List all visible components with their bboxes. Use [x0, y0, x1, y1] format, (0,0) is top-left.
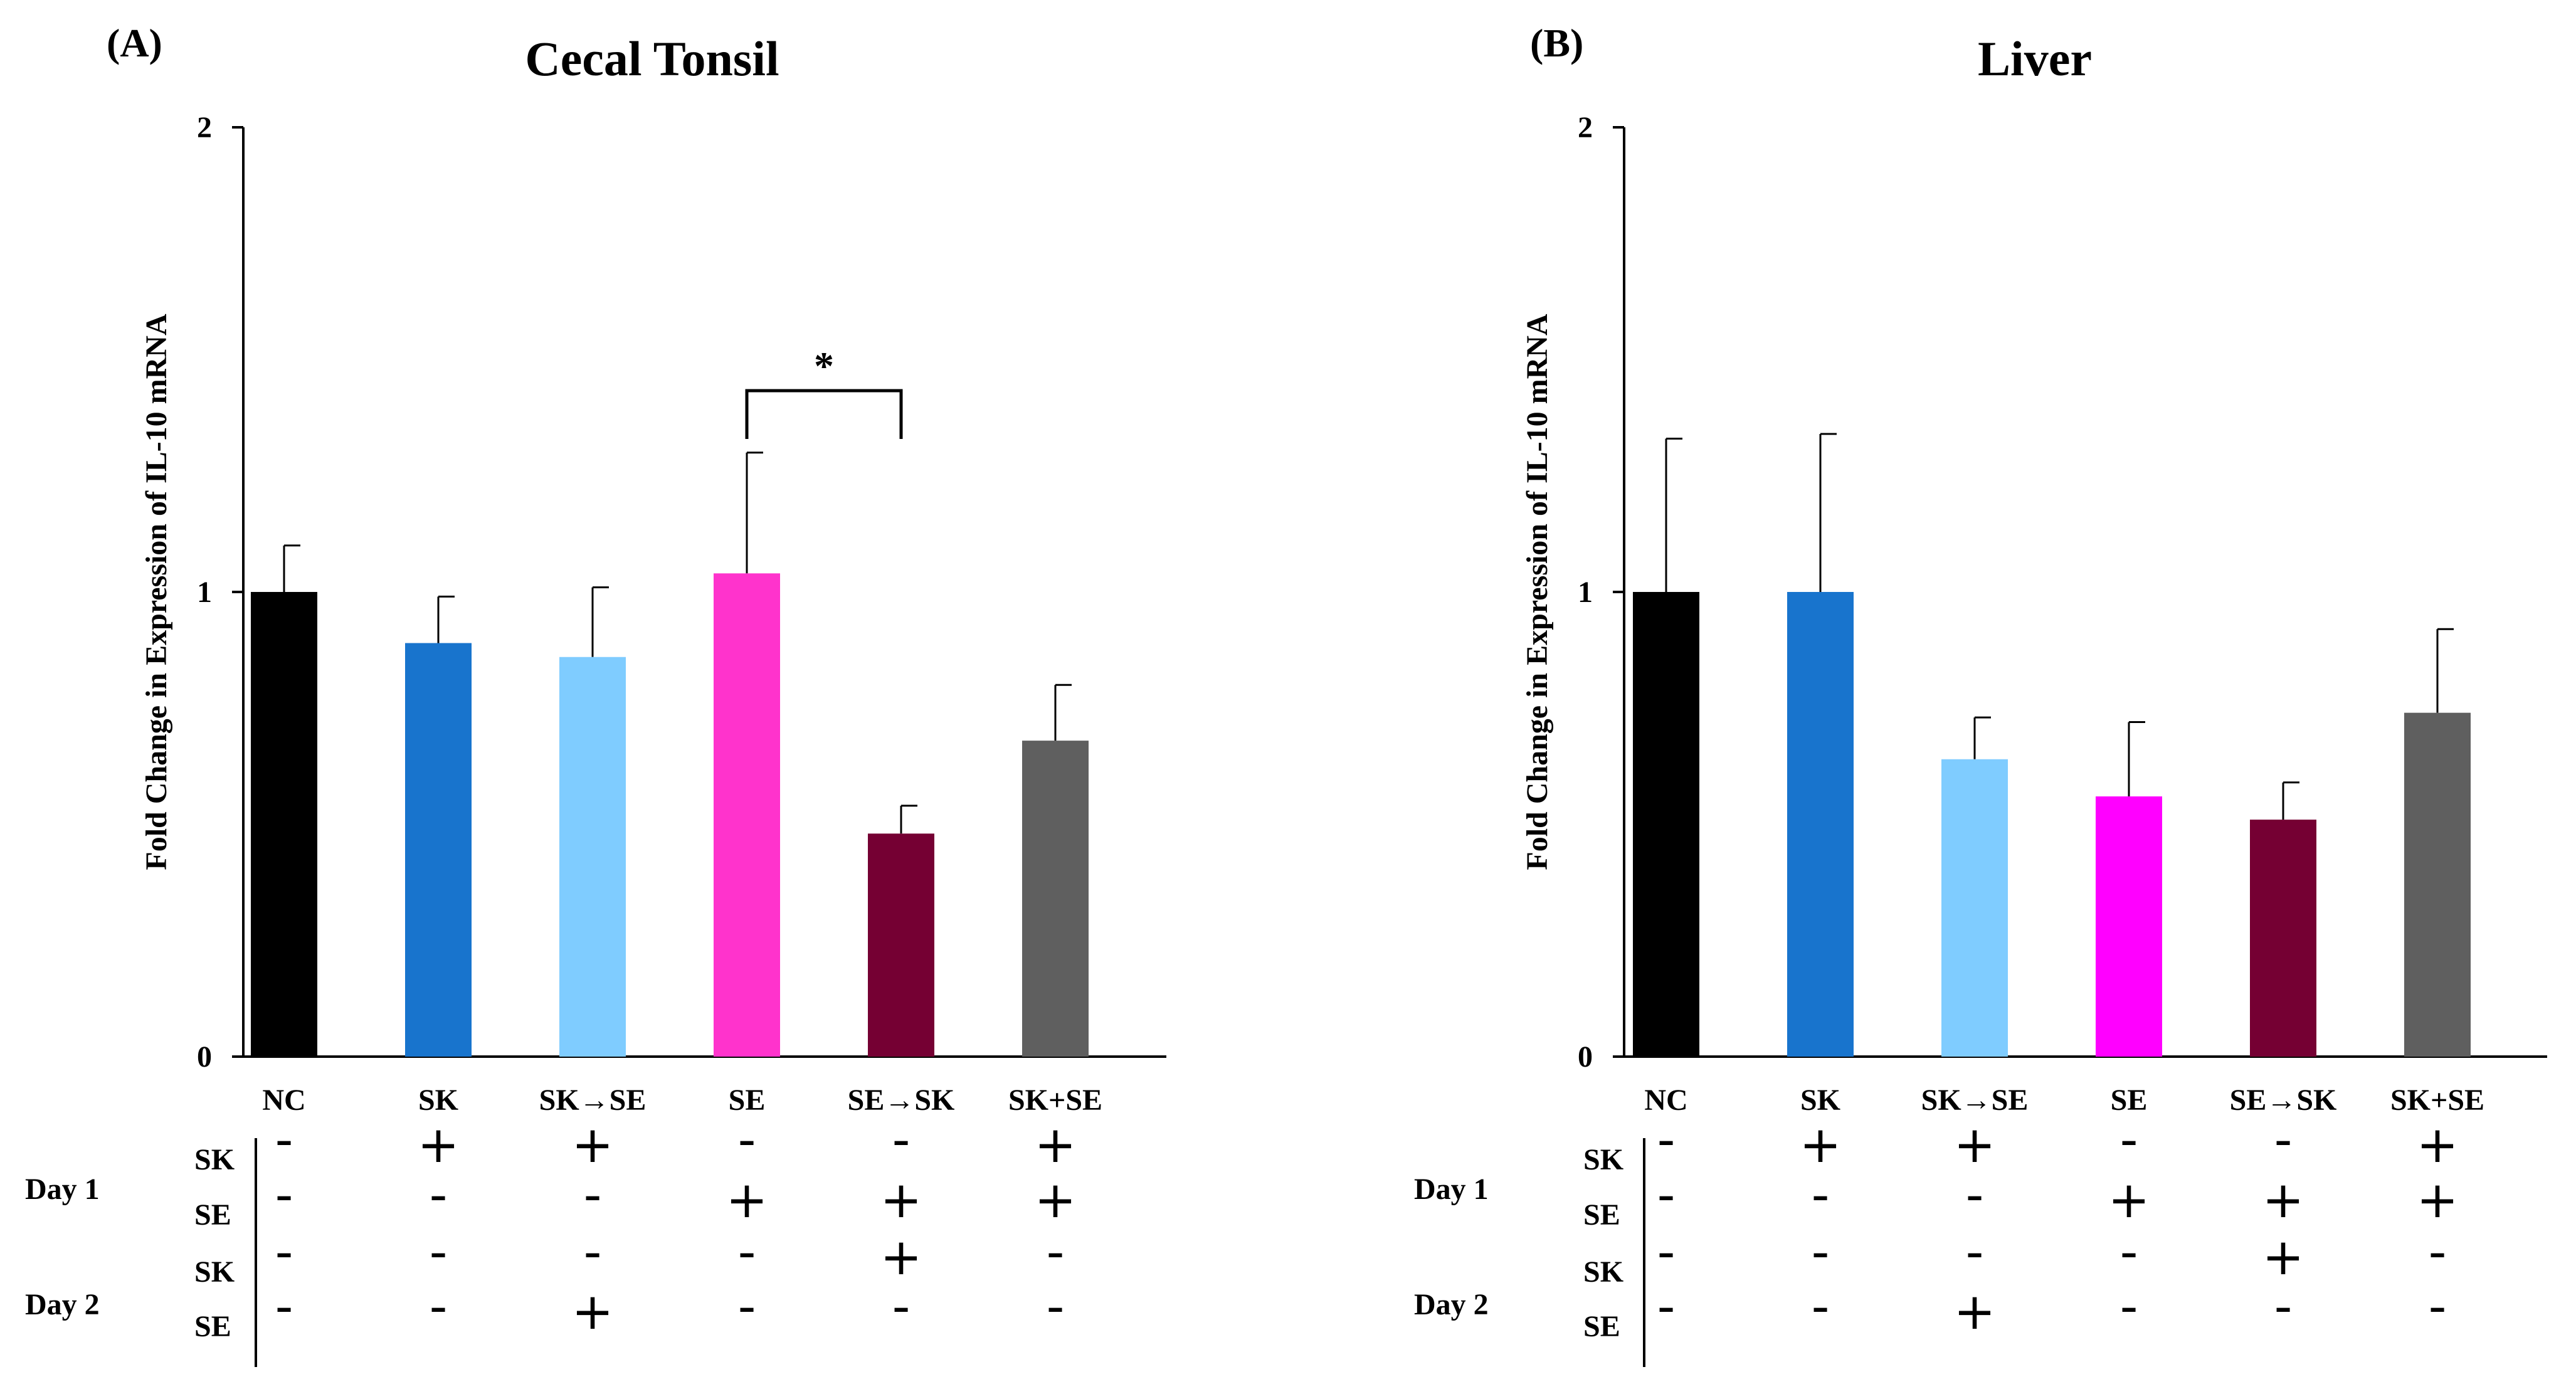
- panel-b-minus-mark: -: [2429, 1277, 2447, 1336]
- panel-b-minus-mark: -: [1812, 1166, 1830, 1224]
- panel-b-y-axis-label: Fold Change in Expression of IL-10 mRNA: [1521, 314, 1554, 870]
- panel-a-bar: [1022, 741, 1089, 1057]
- panel-a-row-label: SK: [194, 1143, 235, 1176]
- panel-a-bar: [714, 573, 780, 1057]
- panel-b-day-label: Day 1: [1414, 1173, 1489, 1206]
- panel-a-bar: [251, 592, 317, 1057]
- panel-a-y-tick-label: 2: [197, 111, 212, 144]
- panel-a-plus-mark: +: [726, 1171, 768, 1229]
- panel-b-minus-mark: -: [2120, 1277, 2138, 1336]
- panel-b-bar: [1941, 759, 2008, 1057]
- panel-a-minus-mark: -: [1047, 1277, 1065, 1336]
- panel-a-minus-mark: -: [1047, 1223, 1065, 1281]
- panel-a-category-label: SK→SE: [539, 1084, 647, 1117]
- panel-b-plus-mark: +: [2416, 1116, 2458, 1174]
- panel-b-minus-mark: -: [1812, 1277, 1830, 1336]
- panel-b-row-label: SE: [1583, 1198, 1620, 1232]
- panel-b-title: Liver: [1978, 31, 2092, 86]
- panel-b-row-label: SK: [1583, 1255, 1623, 1289]
- panel-b-y-tick-label: 0: [1578, 1040, 1593, 1074]
- panel-b-minus-mark: -: [1657, 1166, 1676, 1224]
- panel-b-category-label: SK: [1800, 1084, 1840, 1117]
- panel-a-category-label: SK: [418, 1084, 458, 1117]
- panel-a-row-label: SK: [194, 1255, 235, 1289]
- panel-a-plus-mark: +: [571, 1282, 613, 1341]
- panel-a-significance-bracket: [747, 391, 901, 439]
- panel-a-minus-mark: -: [738, 1223, 756, 1281]
- panel-b-minus-mark: -: [2120, 1111, 2138, 1169]
- panel-b-minus-mark: -: [2274, 1277, 2293, 1336]
- panel-a-minus-mark: -: [430, 1277, 448, 1336]
- panel-a-bar: [559, 657, 626, 1057]
- panel-b-minus-mark: -: [1657, 1111, 1676, 1169]
- panel-b-minus-mark: -: [1812, 1223, 1830, 1281]
- panel-a-day-label: Day 2: [25, 1288, 100, 1321]
- panel-b-plus-mark: +: [2108, 1171, 2150, 1229]
- panel-b-minus-mark: -: [1966, 1223, 1984, 1281]
- panel-b-minus-mark: -: [2429, 1223, 2447, 1281]
- panel-b-plus-mark: +: [2416, 1171, 2458, 1229]
- panel-b-bar: [2404, 713, 2471, 1057]
- panel-a-label: (A): [107, 21, 162, 65]
- panel-a-minus-mark: -: [892, 1111, 911, 1169]
- panel-a-plus-mark: +: [880, 1171, 922, 1229]
- panel-a-minus-mark: -: [430, 1223, 448, 1281]
- panel-a-row-label: SE: [194, 1310, 231, 1343]
- panel-b-bar: [2250, 820, 2316, 1057]
- panel-a-title: Cecal Tonsil: [525, 31, 779, 86]
- panel-a-minus-mark: -: [275, 1111, 293, 1169]
- panel-a-bar: [868, 833, 934, 1057]
- panel-a-day-label: Day 1: [25, 1173, 100, 1206]
- panel-b-minus-mark: -: [1657, 1223, 1676, 1281]
- panel-a-minus-mark: -: [892, 1277, 911, 1336]
- panel-a-row-label: SE: [194, 1198, 231, 1232]
- panel-a-minus-mark: -: [738, 1277, 756, 1336]
- panel-b-minus-mark: -: [1657, 1277, 1676, 1336]
- panel-b-minus-mark: -: [2120, 1223, 2138, 1281]
- panel-b-bar: [1787, 592, 1854, 1057]
- panel-a-minus-mark: -: [430, 1166, 448, 1224]
- panel-a-minus-mark: -: [275, 1166, 293, 1224]
- panel-b-bar: [1633, 592, 1699, 1057]
- panel-b-y-tick-label: 2: [1578, 111, 1593, 144]
- panel-b-category-label: SK+SE: [2390, 1084, 2484, 1117]
- panel-b-plus-mark: +: [1953, 1282, 1995, 1341]
- panel-a-plus-mark: +: [1034, 1171, 1076, 1229]
- panel-b-y-tick-label: 1: [1578, 576, 1593, 609]
- panel-b-minus-mark: -: [2274, 1111, 2293, 1169]
- figure: (A) Cecal Tonsil Fold Change in Expression…: [0, 0, 2576, 1399]
- panel-a-bar: [405, 643, 472, 1057]
- panel-a-minus-mark: -: [275, 1277, 293, 1336]
- panel-a-minus-mark: -: [275, 1223, 293, 1281]
- panel-a-category-label: SK+SE: [1008, 1084, 1102, 1117]
- panel-a-minus-mark: -: [584, 1166, 602, 1224]
- panel-a-minus-mark: -: [738, 1111, 756, 1169]
- panel-b-row-label: SE: [1583, 1310, 1620, 1343]
- panel-b-plus-mark: +: [2262, 1171, 2304, 1229]
- panel-b-bar: [2096, 796, 2162, 1057]
- panel-a-y-axis-label: Fold Change in Expression of IL-10 mRNA: [140, 314, 173, 870]
- panel-b-row-label: SK: [1583, 1143, 1623, 1176]
- panel-a-plus-mark: +: [1034, 1116, 1076, 1174]
- panel-b-minus-mark: -: [1966, 1166, 1984, 1224]
- panel-b-category-label: SK→SE: [1921, 1084, 2029, 1117]
- panel-a-y-tick-label: 0: [197, 1040, 212, 1074]
- panel-a-y-tick-label: 1: [197, 576, 212, 609]
- panel-a-minus-mark: -: [584, 1223, 602, 1281]
- panel-a-significance-star: *: [814, 344, 834, 388]
- panel-b-label: (B): [1530, 21, 1583, 65]
- panel-b-day-label: Day 2: [1414, 1288, 1489, 1321]
